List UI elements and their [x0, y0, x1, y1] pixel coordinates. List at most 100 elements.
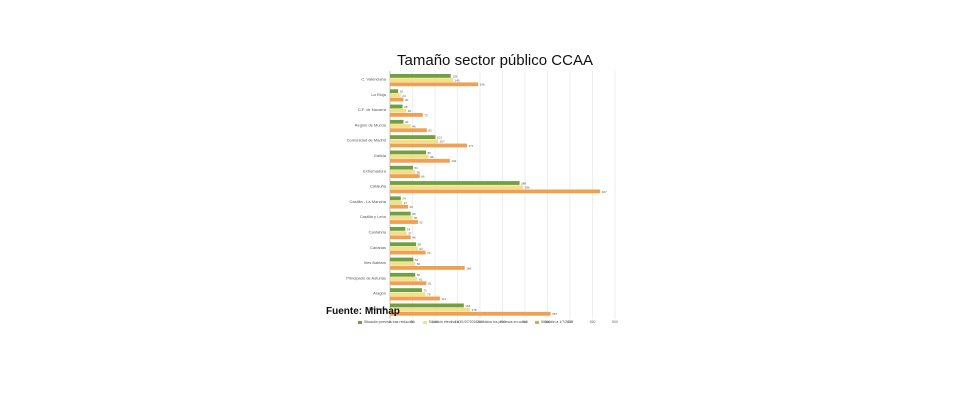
bar: [390, 82, 479, 87]
bar: [390, 181, 520, 185]
data-label: 140: [455, 79, 460, 83]
bar: [390, 292, 426, 297]
bar: [390, 215, 413, 220]
data-label: 73: [424, 113, 428, 117]
bar: [390, 139, 439, 144]
bar: [390, 281, 427, 286]
category-label: Castilla y León: [360, 214, 386, 219]
data-label: 36: [408, 109, 412, 113]
chart-title: Tamaño sector público CCAA: [397, 52, 593, 69]
bar: [390, 128, 427, 133]
data-label: 133: [451, 159, 456, 163]
bar: [390, 124, 411, 128]
bar: [390, 196, 401, 201]
x-tick-label: 450: [590, 320, 596, 324]
category-label: Región de Murcia: [355, 122, 387, 127]
bar: [390, 154, 429, 159]
bar: [390, 74, 451, 78]
category-label: Galicia: [374, 153, 387, 158]
bar: [390, 257, 414, 262]
bar: [390, 277, 418, 281]
legend-label: Situación prevista tras reducción: [364, 320, 415, 324]
data-label: 62: [419, 247, 423, 251]
legend-swatch: [422, 320, 427, 324]
category-label: Illes Balears: [364, 260, 386, 265]
bar: [390, 303, 464, 308]
category-label: C.F. de Navarra: [358, 107, 387, 112]
data-label: 171: [468, 144, 473, 148]
bar: [390, 150, 426, 155]
x-tick-label: 100: [432, 320, 438, 324]
x-tick-label: 350: [545, 320, 551, 324]
legend-swatch: [358, 320, 362, 324]
bar: [390, 93, 401, 98]
bar: [390, 246, 418, 251]
x-tick-label: 250: [500, 320, 506, 324]
legend-item: Situación efectiva a 01/07/2018 incluido…: [422, 320, 527, 324]
bar: [390, 97, 404, 102]
data-label: 40: [410, 205, 414, 209]
data-label: 86: [430, 155, 434, 159]
bar: [390, 220, 418, 224]
data-label: 111: [441, 297, 446, 301]
data-label: 18: [400, 90, 404, 94]
bar: [390, 174, 420, 178]
data-label: 288: [521, 181, 526, 185]
data-label: 46: [412, 212, 416, 216]
category-label: Castilla - La Mancha: [350, 199, 387, 204]
bar: [390, 296, 440, 301]
bar: [390, 89, 399, 94]
data-label: 71: [423, 289, 427, 293]
bar: [390, 108, 407, 113]
data-label: 80: [428, 151, 432, 155]
data-label: 50: [414, 216, 418, 220]
data-label: 196: [480, 83, 485, 87]
bar: [390, 185, 524, 190]
bar: [390, 143, 467, 148]
source-note: Fuente: Minhap: [326, 306, 400, 317]
bar: [390, 170, 416, 174]
bar: [390, 113, 423, 117]
data-label: 52: [415, 258, 419, 262]
data-label: 30: [405, 98, 409, 102]
legend-item: Situación a 1/7/2010: [535, 320, 573, 324]
bar: [390, 288, 422, 292]
data-label: 46: [412, 124, 416, 128]
category-label: Extremadura: [363, 168, 387, 173]
data-label: 56: [417, 273, 421, 277]
data-label: 66: [421, 175, 425, 179]
category-label: Andalucía: [368, 306, 387, 311]
x-tick-label: 500: [612, 320, 618, 324]
bar: [390, 227, 406, 231]
bar: [390, 165, 413, 170]
bar: [390, 272, 416, 277]
x-tick-label: 300: [522, 320, 528, 324]
data-label: 79: [427, 251, 431, 255]
data-label: 81: [428, 282, 432, 286]
data-label: 107: [440, 140, 445, 144]
category-label: Comunidad de Madrid: [347, 138, 386, 143]
data-label: 79: [427, 293, 431, 297]
x-tick-label: 200: [477, 320, 483, 324]
data-label: 30: [405, 120, 409, 124]
data-label: 62: [419, 220, 423, 224]
category-label: La Rioja: [371, 92, 386, 97]
data-label: 56: [417, 262, 421, 266]
bar: [390, 266, 465, 270]
data-label: 24: [402, 94, 406, 98]
category-label: Cantabria: [369, 230, 387, 235]
data-label: 357: [552, 312, 557, 316]
data-label: 82: [428, 129, 432, 133]
data-label: 24: [402, 197, 406, 201]
legend: Situación prevista tras reducción Situac…: [358, 320, 573, 324]
x-tick-label: 50: [411, 320, 415, 324]
data-label: 58: [418, 243, 422, 247]
data-label: 46: [412, 236, 416, 240]
data-label: 296: [525, 186, 530, 190]
bar: [390, 242, 417, 247]
data-label: 178: [472, 308, 477, 312]
data-label: 34: [407, 227, 411, 231]
legend-item: Situación prevista tras reducción: [358, 320, 415, 324]
data-label: 37: [408, 232, 412, 236]
